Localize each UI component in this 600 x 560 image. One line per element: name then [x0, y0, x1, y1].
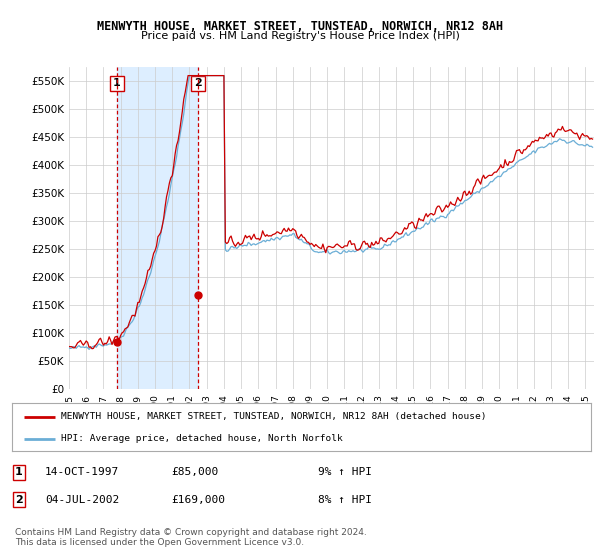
Text: Contains HM Land Registry data © Crown copyright and database right 2024.
This d: Contains HM Land Registry data © Crown c… — [15, 528, 367, 547]
Text: 9% ↑ HPI: 9% ↑ HPI — [318, 467, 372, 477]
Text: 04-JUL-2002: 04-JUL-2002 — [45, 494, 119, 505]
Text: 2: 2 — [15, 494, 23, 505]
Text: 1: 1 — [15, 467, 23, 477]
Text: HPI: Average price, detached house, North Norfolk: HPI: Average price, detached house, Nort… — [61, 435, 343, 444]
Text: £85,000: £85,000 — [171, 467, 218, 477]
Text: Price paid vs. HM Land Registry's House Price Index (HPI): Price paid vs. HM Land Registry's House … — [140, 31, 460, 41]
Text: 14-OCT-1997: 14-OCT-1997 — [45, 467, 119, 477]
Text: 1: 1 — [113, 78, 121, 88]
Text: 2: 2 — [194, 78, 202, 88]
Text: 8% ↑ HPI: 8% ↑ HPI — [318, 494, 372, 505]
Text: £169,000: £169,000 — [171, 494, 225, 505]
Bar — [117, 67, 198, 389]
Text: MENWYTH HOUSE, MARKET STREET, TUNSTEAD, NORWICH, NR12 8AH: MENWYTH HOUSE, MARKET STREET, TUNSTEAD, … — [97, 20, 503, 32]
Text: MENWYTH HOUSE, MARKET STREET, TUNSTEAD, NORWICH, NR12 8AH (detached house): MENWYTH HOUSE, MARKET STREET, TUNSTEAD, … — [61, 412, 487, 421]
